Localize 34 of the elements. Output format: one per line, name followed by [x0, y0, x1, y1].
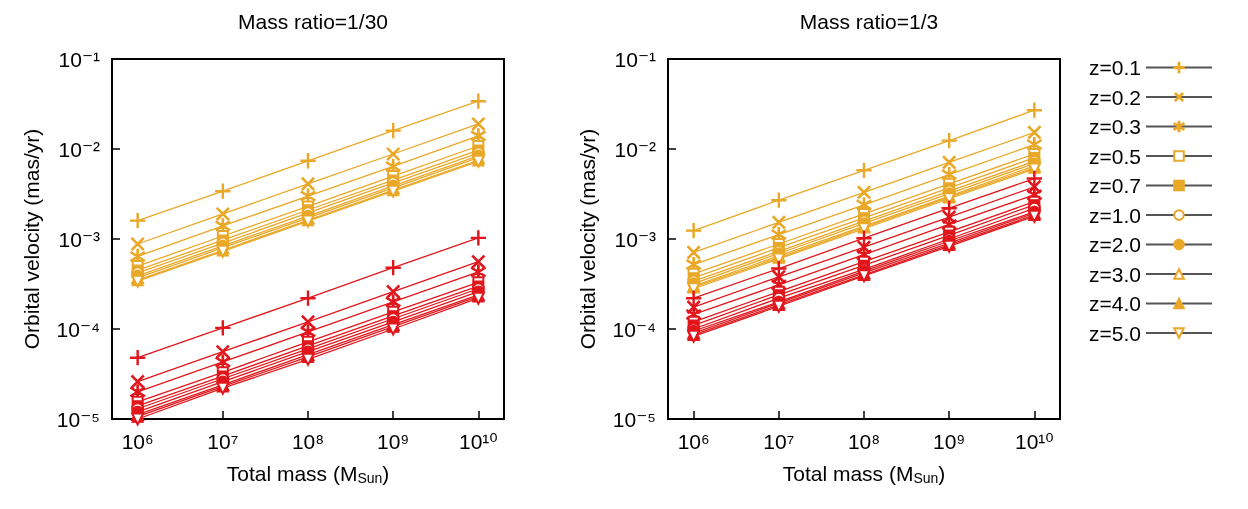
y-tick-label: 10⁻¹ [58, 47, 101, 71]
x-tick-label: 10⁸ [847, 430, 881, 453]
y-tick-label: 10⁻⁴ [612, 317, 656, 341]
y-tick-label: 10⁻² [58, 137, 101, 161]
y-axis-title: Orbital velocity (mas/yr) [576, 128, 599, 350]
x-tick-label: 10⁶ [121, 430, 154, 453]
x-tick-label: 10⁹ [933, 430, 966, 453]
legend-label: z=5.0 [1089, 321, 1141, 345]
y-tick-label: 10⁻⁵ [612, 407, 656, 431]
y-tick-label: 10⁻² [614, 137, 657, 161]
chart-title: Mass ratio=1/3 [799, 10, 939, 33]
legend-label: z=2.0 [1089, 233, 1141, 256]
legend-label: z=0.1 [1089, 56, 1141, 79]
x-tick-label: 10⁸ [291, 430, 325, 453]
x-tick-label: 10⁷ [207, 430, 239, 453]
x-tick-label: 10⁹ [377, 430, 410, 453]
legend-label: z=0.5 [1089, 144, 1141, 168]
x-tick-label: 10⁷ [763, 430, 795, 453]
legend-label: z=3.0 [1089, 262, 1141, 286]
y-tick-label: 10⁻⁵ [56, 407, 100, 431]
x-tick-label: 10⁶ [677, 430, 710, 453]
chart-title: Mass ratio=1/30 [238, 10, 388, 33]
y-tick-label: 10⁻⁴ [56, 317, 100, 341]
legend-label: z=4.0 [1089, 292, 1141, 315]
legend-label: z=1.0 [1089, 203, 1141, 227]
y-tick-label: 10⁻³ [614, 227, 657, 251]
legend-label: z=0.3 [1089, 115, 1141, 138]
x-tick-label: 10¹⁰ [458, 430, 498, 453]
legend-label: z=0.2 [1089, 85, 1141, 109]
y-tick-label: 10⁻¹ [614, 47, 657, 71]
y-tick-label: 10⁻³ [58, 227, 101, 251]
y-axis-title: Orbital velocity (mas/yr) [20, 128, 43, 350]
x-tick-label: 10¹⁰ [1014, 430, 1054, 453]
legend-label: z=0.7 [1089, 174, 1141, 197]
